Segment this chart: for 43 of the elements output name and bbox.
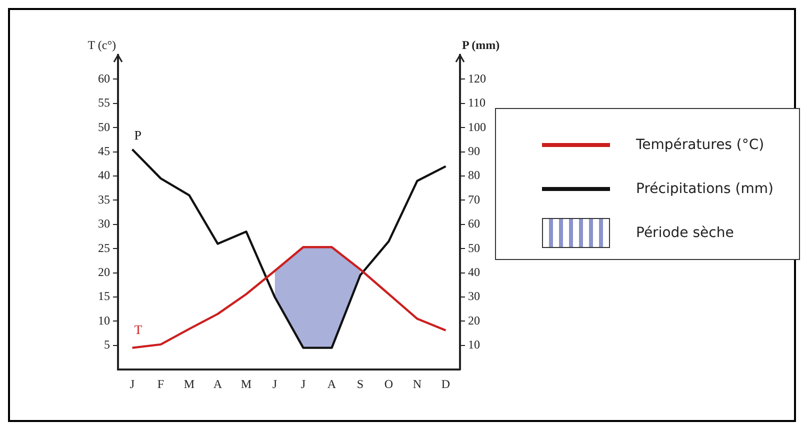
- legend-label: Période sèche: [636, 225, 734, 241]
- y2-axis-title: P (mm): [462, 38, 500, 52]
- y-tick-label: 5: [104, 338, 110, 352]
- y2-tick-label: 110: [468, 96, 486, 110]
- y2-tick-label: 50: [468, 240, 480, 255]
- x-tick-label: D: [441, 376, 450, 391]
- x-tick-label: A: [327, 376, 336, 391]
- y2-tick-label: 30: [468, 289, 480, 304]
- y2-tick-label: 80: [468, 168, 480, 182]
- x-tick-label: J: [130, 376, 135, 391]
- y-tick-label: 55: [98, 96, 110, 110]
- y-axis-title: T (c°): [88, 38, 116, 52]
- x-tick-label: S: [356, 376, 364, 391]
- x-tick-label: M: [240, 376, 252, 391]
- y2-tick-label: 70: [468, 192, 480, 206]
- y-tick-label: 50: [98, 120, 110, 134]
- x-tick-label: M: [184, 376, 195, 391]
- y2-tick-label: 60: [468, 216, 480, 231]
- x-tick-label: J: [300, 376, 306, 391]
- y-tick-label: 60: [98, 71, 110, 86]
- x-tick-label: J: [272, 376, 278, 391]
- y-tick-label: 30: [98, 216, 110, 231]
- y2-tick-label: 90: [468, 144, 480, 158]
- legend-label: Précipitations (mm): [636, 181, 774, 197]
- x-tick-label: F: [157, 376, 164, 391]
- y2-tick-label: 20: [468, 313, 480, 328]
- annotation: P: [134, 127, 142, 142]
- y2-tick-label: 120: [468, 71, 486, 86]
- y-tick-label: 40: [98, 168, 110, 182]
- y-tick-label: 15: [98, 289, 110, 304]
- y-tick-label: 45: [98, 144, 110, 158]
- x-tick-label: O: [384, 376, 394, 391]
- y2-tick-label: 100: [468, 120, 486, 134]
- x-tick-label: A: [213, 376, 222, 391]
- y-tick-label: 35: [98, 192, 110, 206]
- y-tick-label: 20: [98, 264, 110, 279]
- x-tick-label: N: [412, 376, 422, 391]
- legend-label: Températures (°C): [636, 137, 764, 153]
- y2-tick-label: 40: [468, 264, 480, 279]
- annotation: T: [134, 322, 142, 337]
- y-tick-label: 25: [98, 240, 110, 255]
- y-tick-label: 10: [98, 313, 110, 328]
- y2-tick-label: 10: [468, 338, 480, 352]
